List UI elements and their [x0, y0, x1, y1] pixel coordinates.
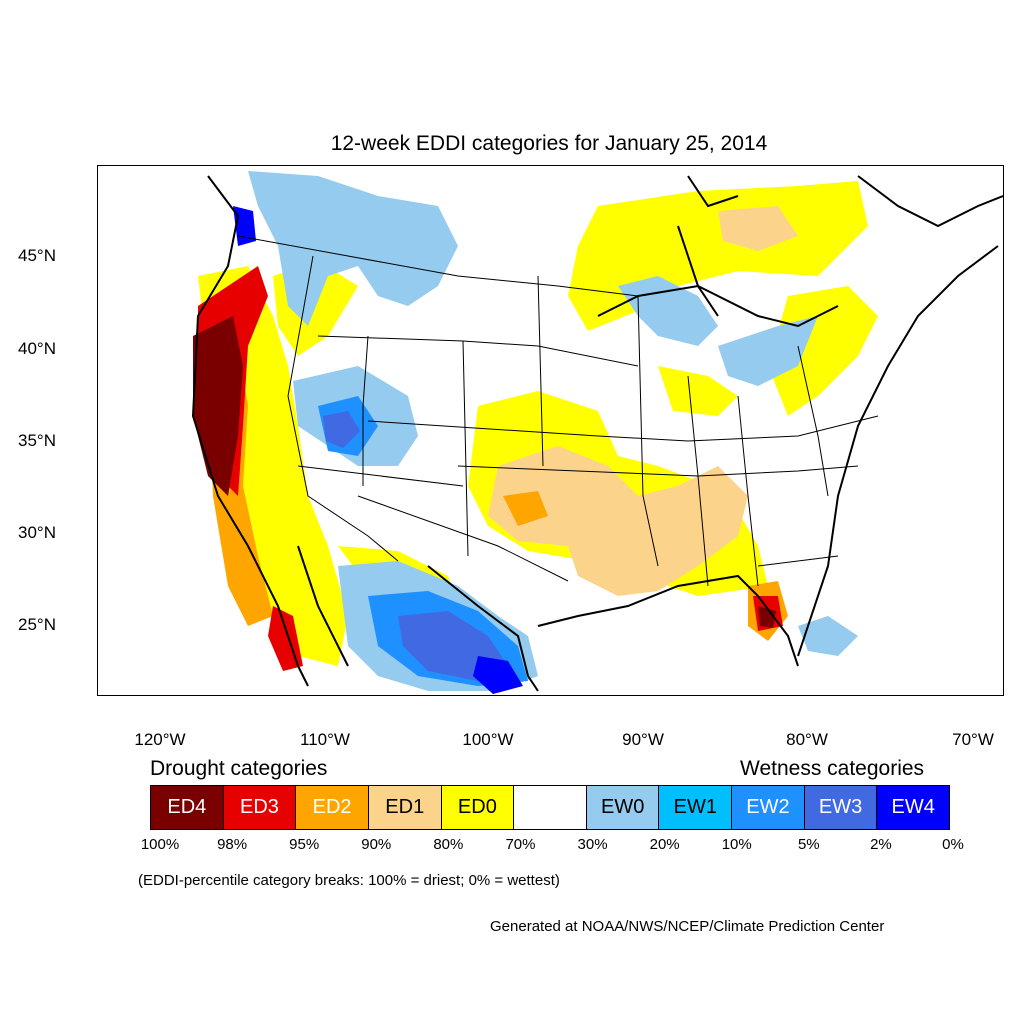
percent-break-label: 95% — [289, 836, 320, 853]
legend-box-ew2: EW2 — [732, 786, 805, 829]
percent-break-label: 90% — [361, 836, 392, 853]
percent-break-label: 20% — [649, 836, 680, 853]
percent-break-label: 80% — [433, 836, 464, 853]
percent-break-label: 5% — [797, 836, 820, 853]
category-legend: ED4 ED3 ED2 ED1 ED0 EW0 EW1 EW2 EW3 EW4 — [150, 785, 950, 830]
percent-break-label: 100% — [140, 836, 180, 853]
coastline — [191, 175, 1003, 692]
percent-break-label: 70% — [505, 836, 536, 853]
lon-label-110w: 110°W — [300, 730, 350, 749]
percent-break-label: 2% — [870, 836, 892, 853]
ed4-regions — [193, 316, 776, 628]
lon-label-100w: 100°W — [462, 730, 514, 749]
state-boundaries — [237, 235, 879, 587]
percent-break-label: 30% — [577, 836, 608, 853]
drought-heading: Drought categories — [150, 757, 328, 780]
legend-box-ew4: EW4 — [877, 786, 950, 829]
percent-break-label: 10% — [721, 836, 752, 853]
eddi-map — [97, 165, 1004, 696]
lat-label-35n: 35°N — [18, 431, 56, 450]
lat-label-25n: 25°N — [18, 615, 56, 634]
legend-box-ed3: ED3 — [223, 786, 297, 829]
eddi-map-canvas — [191, 171, 1003, 694]
ed1-regions — [488, 206, 798, 596]
lon-label-70w: 70°W — [952, 730, 994, 749]
map-title: 12-week EDDI categories for January 25, … — [330, 132, 768, 155]
category-note: (EDDI-percentile category breaks: 100% =… — [138, 872, 560, 889]
legend-box-ew1: EW1 — [659, 786, 733, 829]
legend-box-ed0: ED0 — [441, 786, 515, 829]
lat-label-45n: 45°N — [18, 246, 56, 265]
legend-box-ed1: ED1 — [368, 786, 442, 829]
lon-label-80w: 80°W — [786, 730, 828, 749]
wetness-heading: Wetness categories — [740, 757, 925, 780]
legend-box-ew3: EW3 — [804, 786, 878, 829]
legend-box-ew0: EW0 — [586, 786, 660, 829]
lat-label-40n: 40°N — [18, 339, 56, 358]
legend-box-ed4: ED4 — [151, 786, 224, 829]
lon-label-120w: 120°W — [134, 730, 186, 749]
legend-box-normal — [514, 786, 587, 829]
credit-line: Generated at NOAA/NWS/NCEP/Climate Predi… — [490, 918, 885, 935]
legend-box-ed2: ED2 — [296, 786, 369, 829]
lat-label-30n: 30°N — [18, 523, 56, 542]
percent-break-label: 0% — [942, 836, 964, 853]
lon-label-90w: 90°W — [622, 730, 664, 749]
percent-break-label: 98% — [217, 836, 248, 853]
